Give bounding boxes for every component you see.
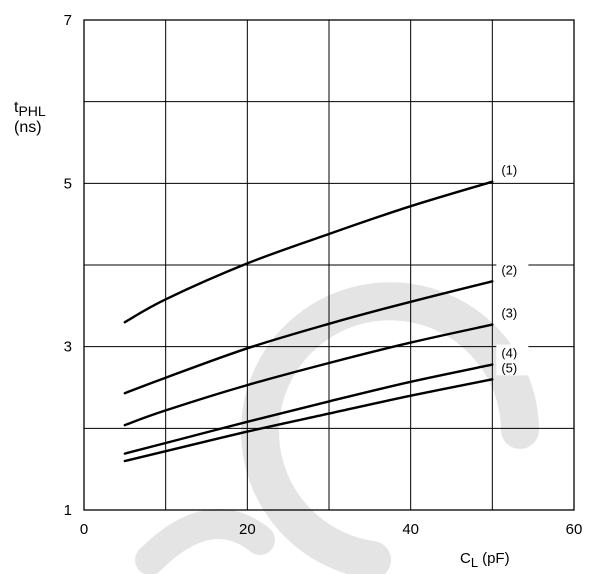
series-label-1: (1)	[501, 163, 517, 178]
series-line-3	[123, 323, 494, 427]
x-axis-label: CL (pF)	[460, 550, 510, 570]
series-label-5: (5)	[501, 360, 517, 375]
x-tick-label: 20	[239, 521, 256, 538]
series-label-bg	[496, 161, 529, 178]
series-line-5	[123, 378, 494, 463]
series-line-4	[123, 363, 494, 455]
y-tick-label: 3	[64, 339, 72, 356]
x-tick-label: 0	[80, 521, 88, 538]
y-tick-labels: 1 3 5 7	[64, 12, 72, 519]
series-label-bg	[496, 344, 529, 361]
x-tick-labels: 0 20 40 60	[80, 521, 583, 538]
series-lines	[123, 180, 494, 463]
series-label-2: (2)	[501, 262, 517, 277]
series-label-bg	[496, 359, 529, 376]
series-label-bg	[496, 261, 529, 278]
x-tick-label: 60	[566, 521, 583, 538]
y-tick-label: 1	[64, 502, 72, 519]
y-tick-label: 7	[64, 12, 72, 29]
y-axis-unit: (ns)	[14, 119, 42, 136]
x-tick-label: 40	[402, 521, 419, 538]
series-label-bg	[496, 304, 529, 321]
y-axis-label: tPHL	[14, 99, 46, 119]
series-label-3: (3)	[501, 306, 517, 321]
watermark-logo	[135, 282, 539, 574]
plot-frame	[83, 19, 575, 511]
y-tick-label: 5	[64, 175, 72, 192]
series-labels: (1) (2) (3) (4)(5)	[496, 161, 529, 376]
series-line-1	[123, 180, 494, 324]
series-label-4: (4)	[501, 346, 517, 361]
series-line-2	[123, 280, 494, 395]
